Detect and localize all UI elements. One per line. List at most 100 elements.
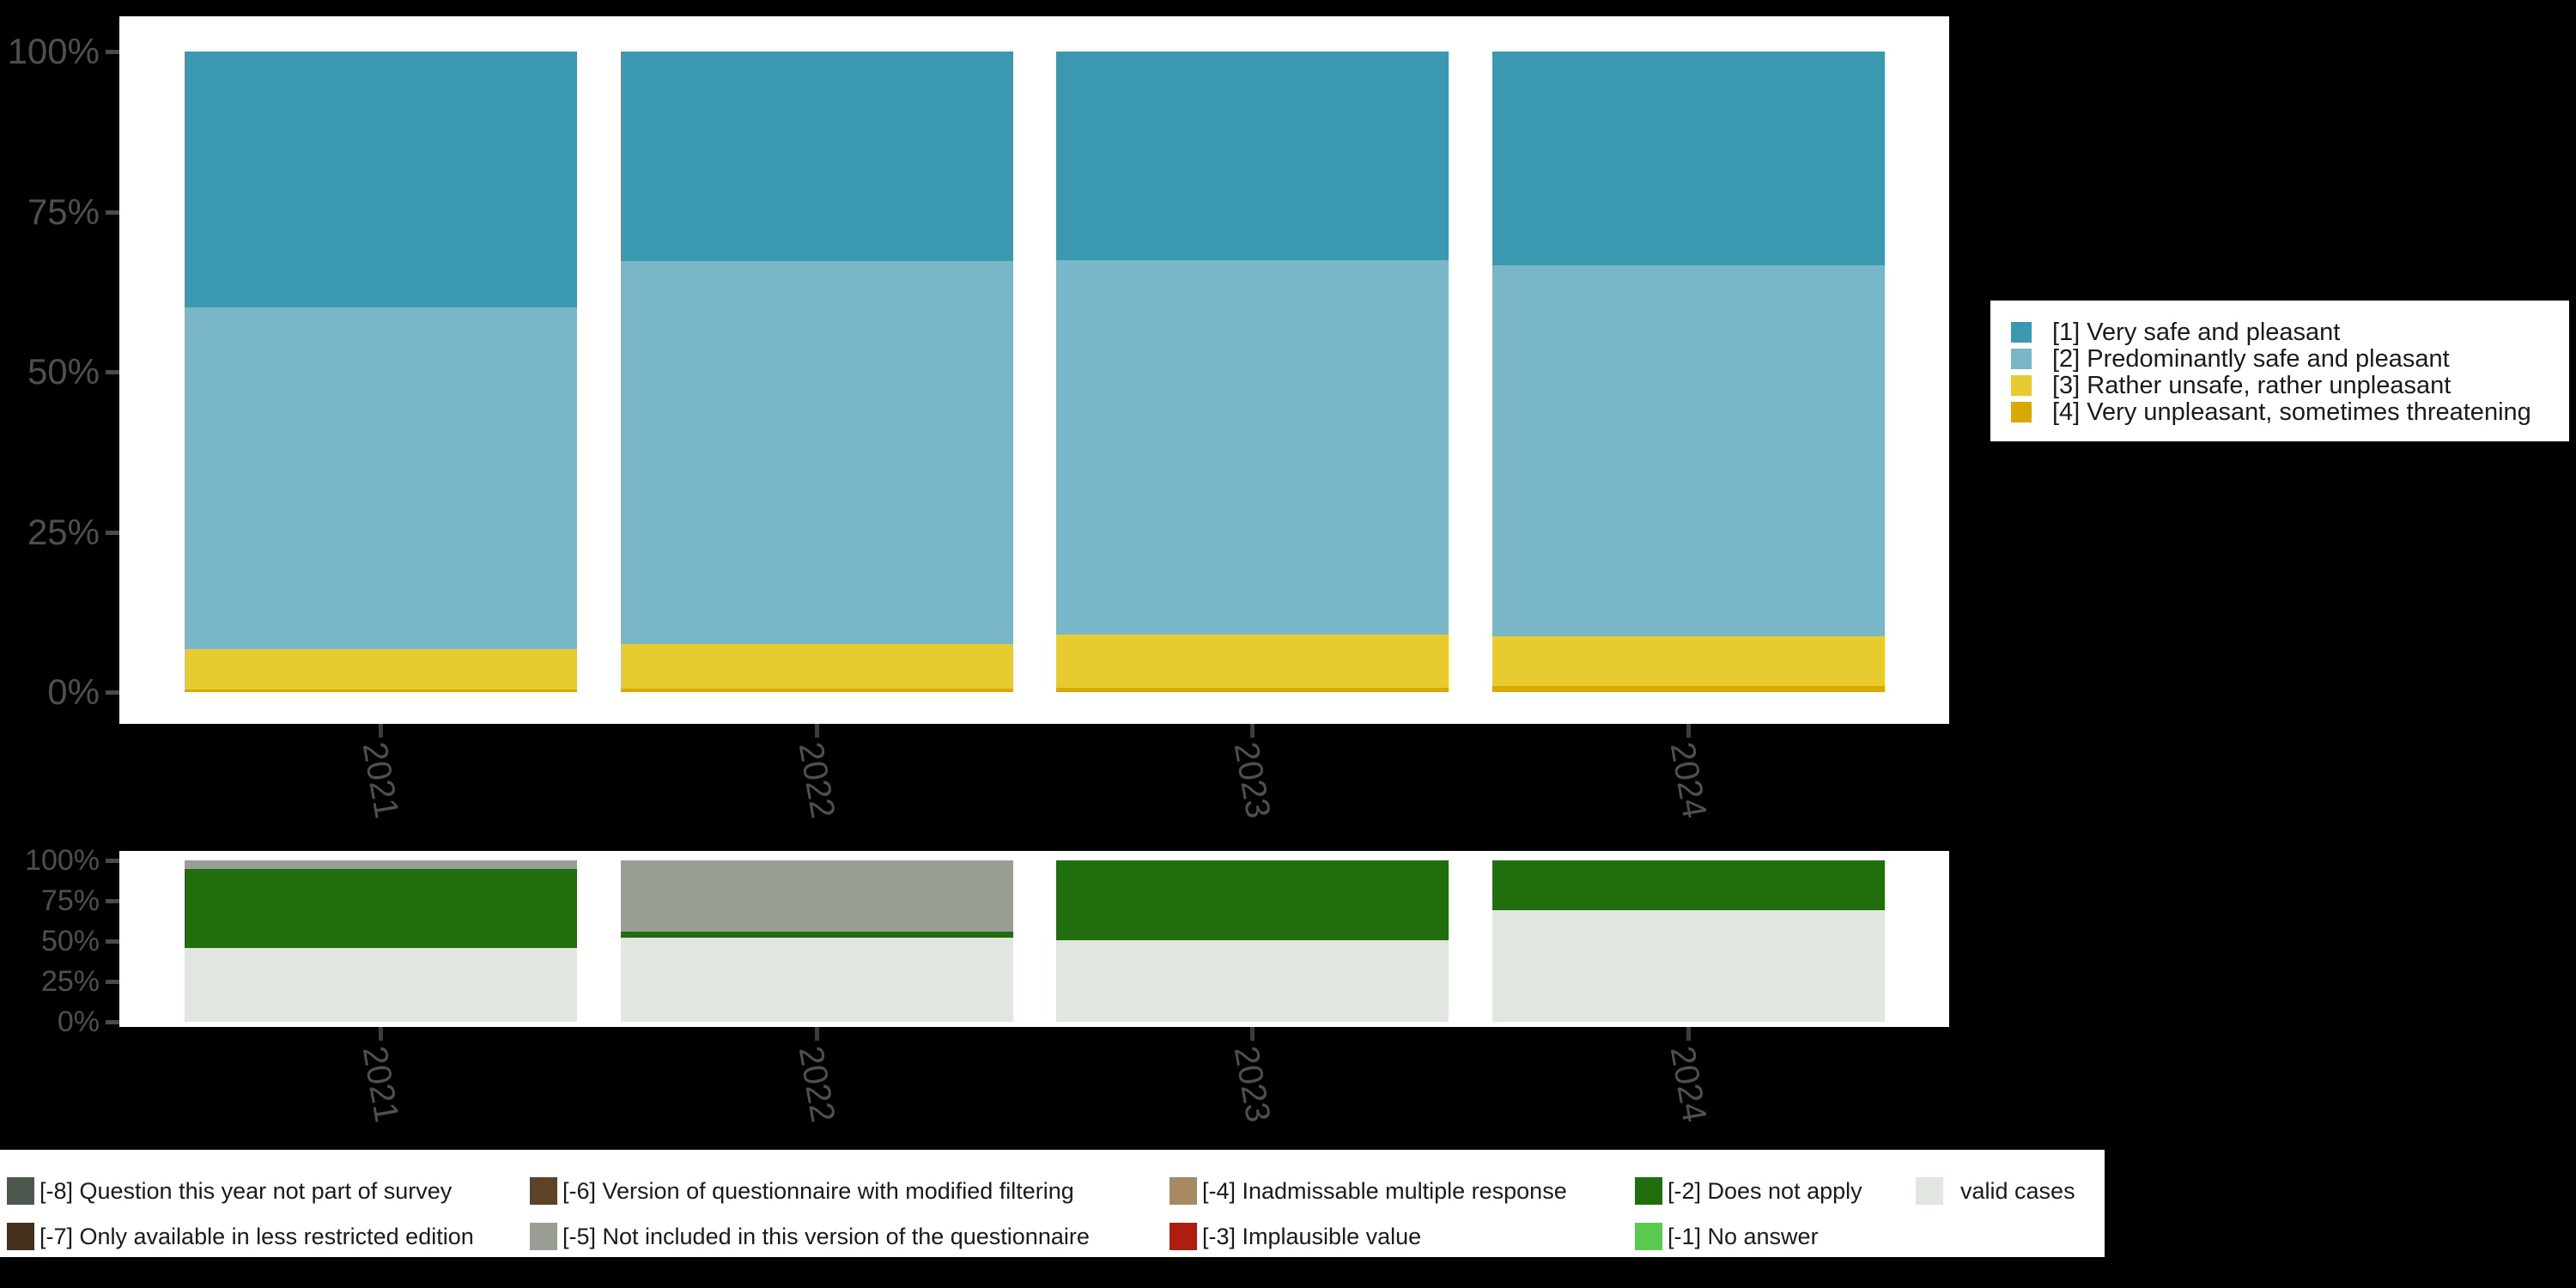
y-tick-label: 100%	[7, 31, 100, 71]
bar-segment	[1492, 265, 1885, 637]
bar-segment	[185, 690, 577, 692]
x-tick-label: 2024	[1662, 1043, 1714, 1126]
bar-segment	[621, 260, 1013, 645]
stacked-bar-2022	[621, 860, 1013, 1022]
stacked-bar-2023	[1056, 52, 1449, 692]
x-tick-label: 2022	[791, 1043, 842, 1126]
missing-legend-swatch	[7, 1177, 34, 1205]
legend-label: [3] Rather unsafe, rather unpleasant	[2052, 372, 2451, 399]
y-tick-label: 100%	[25, 844, 100, 877]
bar-segment	[185, 52, 577, 308]
x-tick-mark	[1250, 724, 1255, 738]
bar-segment	[1056, 260, 1449, 635]
missing-legend-swatch	[7, 1223, 34, 1250]
legend-label: [1] Very safe and pleasant	[2052, 319, 2341, 346]
stacked-bar-2021	[185, 52, 577, 692]
x-tick-label: 2021	[355, 739, 406, 822]
bar-segment	[1492, 636, 1885, 687]
x-tick-mark	[1686, 724, 1691, 738]
bar-segment	[621, 937, 1013, 1022]
bar-segment	[1056, 52, 1449, 261]
y-tick-label: 50%	[40, 925, 100, 957]
y-tick-label: 50%	[27, 351, 100, 392]
missing-legend-label: [-3] Implausible value	[1202, 1224, 1422, 1249]
y-tick-label: 25%	[27, 511, 100, 552]
missing-legend-label: [-6] Version of questionnaire with modif…	[562, 1178, 1074, 1204]
missing-legend-swatch	[530, 1223, 557, 1250]
bar-segment	[621, 644, 1013, 690]
y-tick-mark	[106, 980, 119, 984]
y-tick-label: 75%	[40, 884, 100, 917]
bar-segment	[621, 689, 1013, 692]
y-tick-label: 25%	[40, 965, 100, 998]
legend-swatch	[2011, 402, 2032, 422]
x-tick-label: 2022	[791, 739, 842, 822]
bar-segment	[1492, 860, 1885, 911]
stacked-bar-2024	[1492, 860, 1885, 1022]
x-tick-mark	[815, 724, 819, 738]
x-tick-mark	[1686, 1027, 1691, 1041]
stacked-bar-2022	[621, 52, 1013, 692]
y-tick-mark	[106, 1020, 119, 1024]
missing-legend-label: [-8] Question this year not part of surv…	[39, 1178, 453, 1204]
bar-segment	[1492, 686, 1885, 692]
y-tick-label: 75%	[27, 191, 100, 232]
response-categories-legend: [1] Very safe and pleasant [2] Predominan…	[1990, 301, 2569, 441]
bar-segment	[185, 649, 577, 690]
missing-legend-swatch	[1635, 1177, 1662, 1205]
x-tick-mark	[379, 1027, 383, 1041]
x-tick-label: 2024	[1662, 739, 1714, 822]
y-tick-mark	[106, 939, 119, 944]
bar-segment	[1056, 687, 1449, 692]
legend-swatch	[2011, 375, 2032, 396]
bar-segment	[621, 931, 1013, 938]
y-tick-label: 0%	[47, 671, 100, 712]
x-tick-label: 2023	[1226, 739, 1278, 822]
missing-legend-swatch	[530, 1177, 557, 1205]
legend-row: [1] Very safe and pleasant	[1990, 319, 2569, 346]
y-tick-mark	[106, 899, 119, 903]
x-tick-mark	[379, 724, 383, 738]
y-tick-mark	[106, 690, 119, 695]
y-tick-mark	[106, 859, 119, 863]
x-tick-mark	[815, 1027, 819, 1041]
bar-segment	[1056, 860, 1449, 941]
missing-legend-label: [-2] Does not apply	[1668, 1178, 1862, 1204]
y-tick-mark	[106, 50, 119, 54]
missing-legend-label: [-1] No answer	[1668, 1224, 1819, 1249]
bar-segment	[621, 860, 1013, 932]
legend-label: [4] Very unpleasant, sometimes threateni…	[2052, 398, 2531, 426]
stacked-bar-2023	[1056, 860, 1449, 1022]
x-tick-mark	[1250, 1027, 1255, 1041]
y-tick-mark	[106, 530, 119, 535]
missing-legend-label: valid cases	[1960, 1178, 2075, 1204]
missing-legend-swatch	[1635, 1223, 1662, 1250]
bar-segment	[185, 307, 577, 649]
legend-row: [4] Very unpleasant, sometimes threateni…	[1990, 399, 2569, 426]
bar-segment	[185, 947, 577, 1022]
bar-segment	[621, 52, 1013, 261]
legend-swatch	[2011, 349, 2032, 369]
bar-segment	[185, 860, 577, 869]
bar-segment	[1492, 52, 1885, 266]
stacked-bar-2021	[185, 860, 577, 1022]
bar-segment	[185, 868, 577, 948]
bar-segment	[1492, 910, 1885, 1022]
x-tick-label: 2021	[355, 1043, 406, 1126]
x-tick-label: 2023	[1226, 1043, 1278, 1126]
legend-swatch	[2011, 322, 2032, 343]
legend-row: [2] Predominantly safe and pleasant	[1990, 346, 2569, 373]
missing-legend-swatch	[1170, 1223, 1197, 1250]
missing-legend-label: [-7] Only available in less restricted e…	[39, 1224, 474, 1249]
missing-legend-label: [-4] Inadmissable multiple response	[1202, 1178, 1567, 1204]
y-tick-label: 0%	[57, 1005, 100, 1038]
missing-legend-label: [-5] Not included in this version of the…	[562, 1224, 1090, 1249]
legend-label: [2] Predominantly safe and pleasant	[2052, 345, 2450, 373]
bar-segment	[1056, 634, 1449, 688]
missing-values-legend: [-8] Question this year not part of surv…	[0, 1150, 2105, 1257]
missing-legend-swatch	[1170, 1177, 1197, 1205]
missing-legend-swatch	[1916, 1177, 1943, 1205]
bar-segment	[1056, 940, 1449, 1022]
y-tick-mark	[106, 370, 119, 374]
